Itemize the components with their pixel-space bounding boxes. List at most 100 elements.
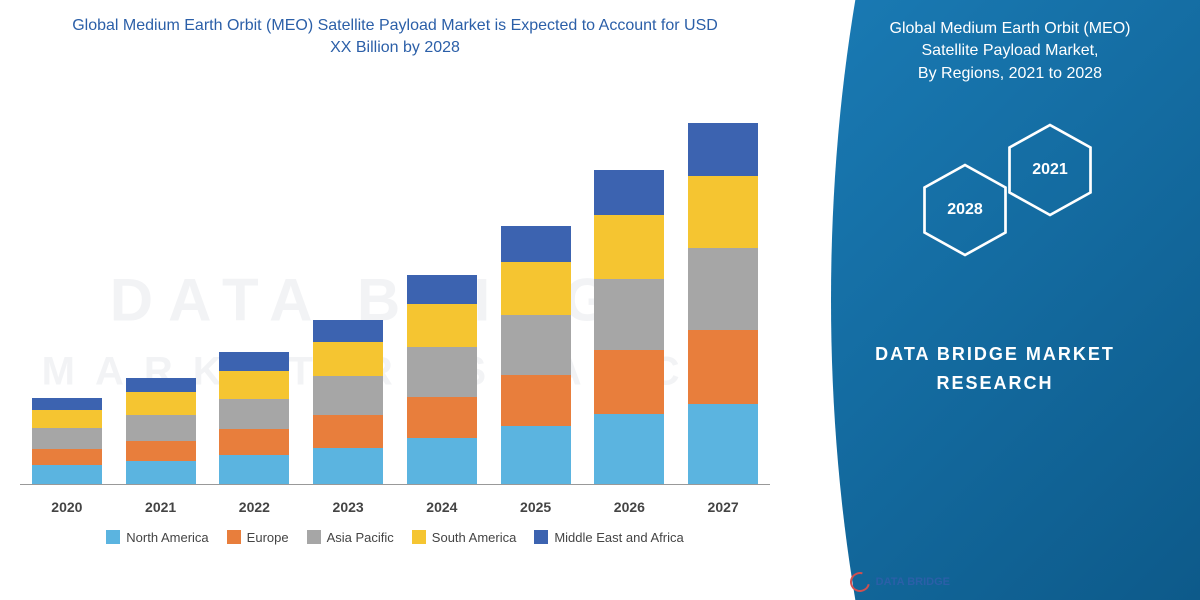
bar-segment [313, 448, 383, 484]
bar-segment [126, 392, 196, 415]
bar-stack [313, 320, 383, 484]
bar-segment [32, 428, 102, 449]
x-axis-label: 2023 [313, 499, 383, 515]
hexagon-group: 2028 2021 [790, 110, 1200, 290]
bar-stack [594, 170, 664, 484]
bar-group [32, 398, 102, 484]
bar-segment [407, 347, 477, 396]
left-panel: Global Medium Earth Orbit (MEO) Satellit… [0, 0, 790, 600]
bar-segment [219, 399, 289, 430]
x-axis-label: 2020 [32, 499, 102, 515]
bar-stack [32, 398, 102, 484]
bar-group [407, 275, 477, 483]
legend-swatch [227, 530, 241, 544]
legend-swatch [412, 530, 426, 544]
bar-stack [407, 275, 477, 483]
right-title-line2: Satellite Payload Market, [922, 42, 1099, 59]
legend-swatch [534, 530, 548, 544]
right-panel: Global Medium Earth Orbit (MEO) Satellit… [790, 0, 1200, 600]
legend-label: Asia Pacific [327, 530, 394, 545]
bar-segment [501, 426, 571, 483]
footer-brand: DATA BRIDGE [876, 576, 950, 588]
bar-segment [688, 123, 758, 176]
footer-logo: DATA BRIDGE [850, 572, 950, 592]
right-panel-title: Global Medium Earth Orbit (MEO) Satellit… [790, 0, 1200, 90]
bar-group [126, 378, 196, 484]
legend-item: South America [412, 530, 517, 545]
chart-area: 2020 2021 2022 2023 2024 2025 2026 2027 [20, 85, 770, 515]
legend-item: Europe [227, 530, 289, 545]
bar-segment [594, 279, 664, 351]
legend-label: South America [432, 530, 517, 545]
bar-group [594, 170, 664, 484]
bar-segment [32, 465, 102, 483]
bar-stack [126, 378, 196, 484]
brand-text: DATA BRIDGE MARKET RESEARCH [790, 340, 1200, 398]
bar-segment [501, 315, 571, 375]
bar-segment [219, 352, 289, 370]
hexagon-2028: 2028 [920, 160, 1010, 260]
brand-line2: RESEARCH [936, 373, 1053, 393]
bar-segment [219, 429, 289, 455]
bar-segment [688, 330, 758, 404]
bar-group [501, 226, 571, 484]
legend-swatch [307, 530, 321, 544]
bar-segment [32, 449, 102, 465]
bar-stack [688, 123, 758, 484]
logo-icon [846, 568, 873, 595]
bar-segment [313, 320, 383, 343]
bar-segment [501, 226, 571, 262]
legend-label: Middle East and Africa [554, 530, 683, 545]
right-title-line1: Global Medium Earth Orbit (MEO) [890, 20, 1131, 37]
bar-segment [32, 398, 102, 410]
hex1-label: 2028 [947, 201, 983, 219]
chart-title: Global Medium Earth Orbit (MEO) Satellit… [20, 15, 770, 60]
bar-segment [126, 461, 196, 484]
bar-stack [219, 352, 289, 483]
bar-segment [594, 170, 664, 215]
legend-item: Middle East and Africa [534, 530, 683, 545]
bar-group [688, 123, 758, 484]
bar-stack [501, 226, 571, 484]
bar-segment [501, 375, 571, 426]
chart-legend: North America Europe Asia Pacific South Ame… [20, 530, 770, 545]
bar-segment [407, 304, 477, 347]
bar-segment [219, 371, 289, 399]
bar-group [313, 320, 383, 484]
bars-container [20, 95, 770, 485]
bar-segment [126, 415, 196, 441]
x-axis-labels: 2020 2021 2022 2023 2024 2025 2026 2027 [20, 499, 770, 515]
brand-line1: DATA BRIDGE MARKET [875, 344, 1115, 364]
bar-segment [501, 262, 571, 315]
bar-segment [313, 376, 383, 415]
x-axis-label: 2021 [126, 499, 196, 515]
bar-segment [594, 414, 664, 484]
bar-group [219, 352, 289, 483]
bar-segment [688, 248, 758, 330]
bar-segment [313, 415, 383, 448]
legend-swatch [106, 530, 120, 544]
x-axis-label: 2025 [501, 499, 571, 515]
bar-segment [407, 438, 477, 484]
right-title-line3: By Regions, 2021 to 2028 [918, 65, 1102, 82]
bar-segment [313, 342, 383, 376]
hexagon-2021: 2021 [1005, 120, 1095, 220]
bar-segment [594, 350, 664, 414]
bar-segment [407, 397, 477, 438]
legend-label: North America [126, 530, 208, 545]
bar-segment [126, 378, 196, 392]
bar-segment [407, 275, 477, 304]
legend-item: Asia Pacific [307, 530, 394, 545]
legend-item: North America [106, 530, 208, 545]
bar-segment [688, 404, 758, 484]
bar-segment [688, 176, 758, 248]
bar-segment [594, 215, 664, 279]
x-axis-label: 2024 [407, 499, 477, 515]
legend-label: Europe [247, 530, 289, 545]
x-axis-label: 2026 [594, 499, 664, 515]
x-axis-label: 2027 [688, 499, 758, 515]
bar-segment [32, 410, 102, 428]
bar-segment [126, 441, 196, 462]
x-axis-label: 2022 [219, 499, 289, 515]
hex2-label: 2021 [1032, 161, 1068, 179]
